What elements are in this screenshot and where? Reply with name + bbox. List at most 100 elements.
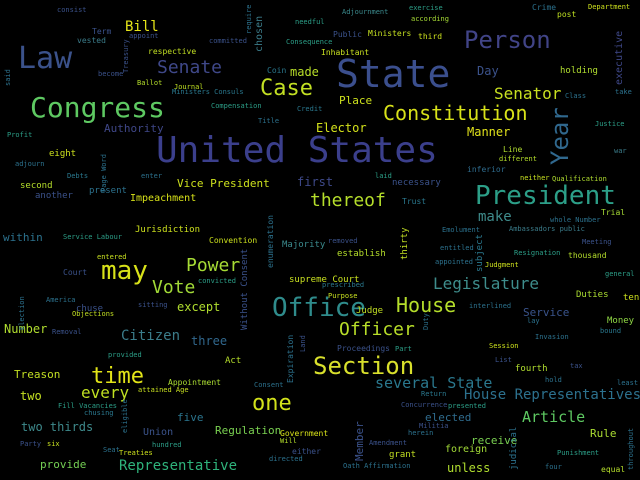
cloud-word: consist xyxy=(57,6,87,14)
cloud-word: Member xyxy=(353,421,366,461)
cloud-word: convicted xyxy=(198,277,236,285)
cloud-word: present xyxy=(89,186,127,196)
cloud-word: Seat xyxy=(103,446,120,454)
cloud-word: Bill xyxy=(125,19,159,35)
cloud-word: throughout xyxy=(627,427,635,470)
cloud-word: Treason xyxy=(14,368,61,381)
cloud-word: make xyxy=(478,209,512,225)
cloud-word: respective xyxy=(148,47,197,56)
cloud-word: chusing xyxy=(84,409,114,417)
cloud-word: may xyxy=(101,256,148,286)
cloud-word: judicial xyxy=(509,426,519,470)
cloud-word: Party xyxy=(20,440,42,448)
cloud-word: Oath Affirmation xyxy=(343,462,411,470)
cloud-word: post xyxy=(557,10,577,19)
cloud-word: Title xyxy=(258,117,280,125)
cloud-word: Elector xyxy=(316,121,367,135)
cloud-word: said xyxy=(4,69,12,86)
cloud-word: Officer xyxy=(339,319,415,340)
cloud-word: Credit xyxy=(297,105,323,113)
cloud-word: bound xyxy=(600,327,622,335)
cloud-word: another xyxy=(35,191,73,201)
cloud-word: Meeting xyxy=(582,238,612,246)
cloud-word: Act xyxy=(225,356,242,366)
cloud-word: Duty xyxy=(422,313,430,330)
cloud-word: except xyxy=(177,300,221,314)
cloud-word: thousand xyxy=(568,251,607,260)
cloud-word: Jurisdiction xyxy=(135,225,201,235)
cloud-word: require xyxy=(245,4,253,34)
cloud-word: hundred xyxy=(152,441,182,449)
cloud-word: Ballot xyxy=(137,79,163,87)
cloud-word: tax xyxy=(570,362,583,370)
cloud-word: within xyxy=(3,231,43,244)
cloud-word: Return xyxy=(421,390,447,398)
cloud-word: supreme Court xyxy=(289,275,360,285)
cloud-word: Person xyxy=(464,26,551,54)
cloud-word: eligible xyxy=(121,399,129,433)
cloud-word: Qualification xyxy=(552,175,607,183)
cloud-word: Trial xyxy=(601,208,626,217)
cloud-word: Trust xyxy=(402,197,427,206)
cloud-word: Senator xyxy=(494,84,562,103)
cloud-word: Majority xyxy=(282,240,326,250)
cloud-word: Objections xyxy=(72,310,115,318)
cloud-word: Citizen xyxy=(121,328,181,344)
cloud-word: take xyxy=(615,88,632,96)
cloud-word: presented xyxy=(448,402,486,410)
cloud-word: one xyxy=(252,391,292,416)
cloud-word: grant xyxy=(389,450,417,460)
cloud-word: America xyxy=(46,296,76,304)
cloud-word: unless xyxy=(447,461,491,475)
cloud-word: two thirds xyxy=(21,420,94,434)
cloud-word: Proceedings xyxy=(337,344,390,353)
cloud-word: receive xyxy=(471,434,518,447)
cloud-word: war xyxy=(614,147,627,155)
cloud-word: State xyxy=(336,52,451,96)
cloud-word: Session xyxy=(489,342,519,350)
cloud-word: Congress xyxy=(30,91,165,124)
cloud-word: Expiration xyxy=(286,334,295,383)
cloud-word: Treaties xyxy=(119,449,153,457)
cloud-word: Purpose xyxy=(328,292,358,300)
cloud-word: thereof xyxy=(310,190,386,211)
cloud-word: chuse xyxy=(76,304,104,314)
cloud-word: become xyxy=(98,70,124,78)
cloud-word: Resignation xyxy=(514,249,561,257)
cloud-word: equal xyxy=(601,465,626,474)
cloud-word: Crime xyxy=(532,3,557,12)
cloud-word: Class xyxy=(565,92,587,100)
cloud-word: vested xyxy=(77,36,106,45)
cloud-word: prescribed xyxy=(322,281,365,289)
cloud-word: committed xyxy=(209,37,247,45)
cloud-word: Rule xyxy=(590,427,617,440)
cloud-word: Adjournment xyxy=(342,8,389,16)
cloud-word: Removal xyxy=(52,328,82,336)
cloud-word: chosen xyxy=(254,15,265,52)
cloud-word: removed xyxy=(328,237,358,245)
cloud-word: according xyxy=(411,15,449,23)
cloud-word: three xyxy=(191,334,228,348)
cloud-word: adjourn xyxy=(15,160,45,168)
cloud-word: elected xyxy=(425,411,472,424)
cloud-word: establish xyxy=(337,249,386,259)
cloud-word: Judge xyxy=(356,306,384,316)
cloud-word: second xyxy=(20,181,53,191)
cloud-word: Public xyxy=(333,30,362,39)
cloud-word: Law xyxy=(18,41,73,76)
cloud-word: enter xyxy=(141,172,163,180)
cloud-word: every xyxy=(81,383,130,402)
cloud-word: exercise xyxy=(409,4,443,12)
cloud-word: fourth xyxy=(515,364,548,374)
cloud-word: Election xyxy=(18,296,26,330)
cloud-word: foreign xyxy=(445,444,488,455)
cloud-word: Service Labour xyxy=(63,233,123,241)
cloud-word: Coin xyxy=(267,66,287,75)
cloud-word: Duties xyxy=(576,290,609,300)
cloud-word: provided xyxy=(108,351,142,359)
cloud-word: Court xyxy=(63,268,88,277)
cloud-word: third xyxy=(418,32,443,41)
cloud-word: Constitution xyxy=(383,101,528,125)
cloud-word: either xyxy=(292,447,321,456)
cloud-word: general xyxy=(605,270,635,278)
